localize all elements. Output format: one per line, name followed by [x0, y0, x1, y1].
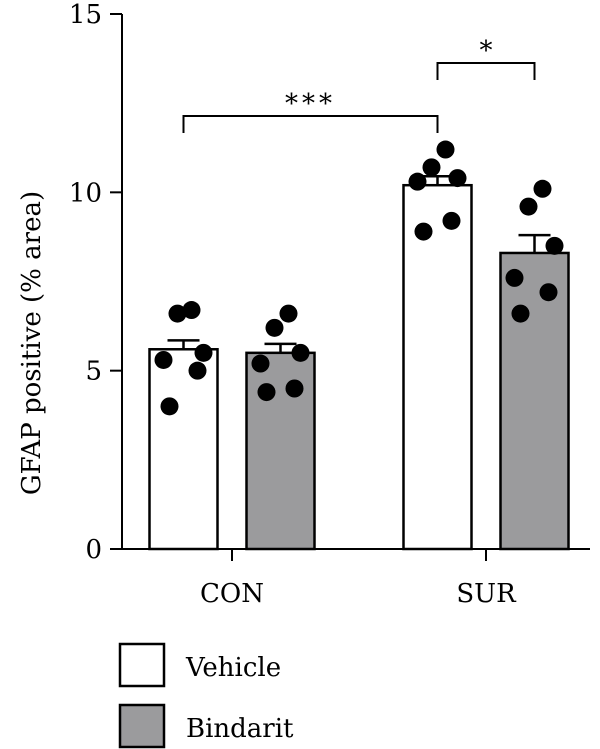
data-point — [194, 343, 213, 362]
data-point — [182, 301, 201, 320]
y-tick-label: 0 — [85, 535, 102, 565]
data-point — [505, 268, 524, 287]
data-point — [154, 350, 173, 369]
data-point — [539, 283, 558, 302]
data-point — [257, 383, 276, 402]
data-point — [448, 169, 467, 188]
legend: Vehicle Bindarit — [118, 642, 294, 749]
bar — [402, 183, 473, 551]
significance-label: * — [480, 36, 493, 66]
data-point — [285, 379, 304, 398]
significance-label: *** — [285, 89, 336, 119]
data-point — [168, 304, 187, 323]
data-point — [251, 354, 270, 373]
data-point — [533, 179, 552, 198]
data-points — [154, 140, 564, 416]
data-point — [265, 318, 284, 337]
data-point — [436, 140, 455, 159]
y-tick-label: 10 — [69, 178, 102, 208]
x-tick-label: CON — [200, 579, 264, 609]
x-tick-label: SUR — [456, 579, 517, 609]
y-tick-label: 5 — [85, 357, 102, 387]
legend-swatch — [118, 703, 166, 749]
significance-bracket — [436, 62, 536, 80]
data-point — [414, 222, 433, 241]
y-axis-label: GFAP positive (% area) — [17, 191, 47, 495]
bar — [499, 251, 570, 551]
data-point — [279, 304, 298, 323]
data-point — [291, 343, 310, 362]
data-point — [422, 158, 441, 177]
bar — [148, 348, 219, 551]
legend-label: Vehicle — [185, 653, 281, 683]
y-tick-label: 15 — [69, 0, 102, 30]
significance-bracket — [182, 115, 439, 133]
significance-brackets: **** — [182, 36, 536, 133]
legend-label: Bindarit — [186, 714, 294, 744]
data-point — [160, 397, 179, 416]
data-point — [442, 211, 461, 230]
bar — [245, 351, 316, 551]
axes: 0 5 10 15 CON SUR — [69, 0, 590, 609]
legend-swatch — [118, 642, 166, 688]
data-point — [545, 236, 564, 255]
data-point — [408, 172, 427, 191]
data-point — [511, 304, 530, 323]
data-point — [519, 197, 538, 216]
bars — [148, 175, 570, 551]
data-point — [188, 361, 207, 380]
